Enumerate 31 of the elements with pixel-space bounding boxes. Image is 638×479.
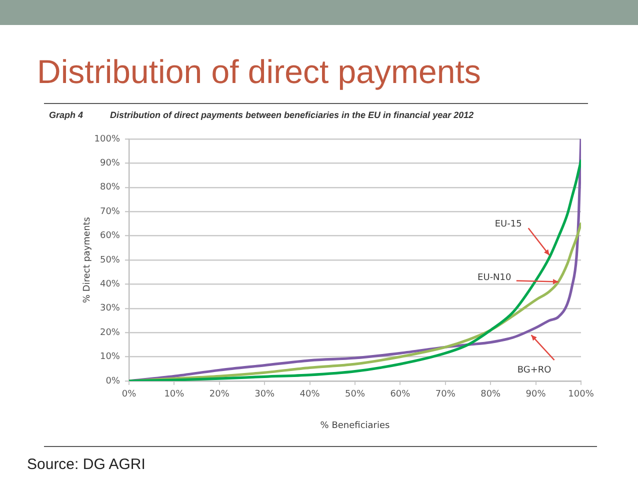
- x-tick-label: 70%: [435, 390, 456, 400]
- caption: Graph 4: [49, 110, 84, 121]
- x-axis-title: % Beneficiaries: [320, 420, 390, 431]
- y-tick-label: 70%: [100, 206, 120, 217]
- y-tick-label: 30%: [100, 304, 120, 314]
- source-note: Source: DG AGRI: [27, 456, 146, 474]
- x-tick-label: 20%: [209, 390, 230, 400]
- x-tick-label: 10%: [164, 390, 185, 400]
- y-tick-label: 10%: [100, 352, 120, 362]
- y-axis-title: % Direct payments: [82, 216, 93, 304]
- y-tick-label: 50%: [100, 255, 120, 266]
- x-tick-label: 30%: [254, 390, 276, 400]
- chart-title: Distribution of direct payments: [37, 53, 481, 91]
- x-tick-label: 40%: [300, 390, 320, 400]
- x-tick-label: 0%: [122, 390, 137, 400]
- chart-subtitle: Distribution of direct payments between beneficiaries in the EU in financial year 2012: [110, 110, 474, 121]
- x-tick-label: 80%: [480, 390, 502, 400]
- annotation: EU-N10: [478, 273, 512, 284]
- x-tick-label: 60%: [390, 390, 411, 400]
- y-tick-label: 80%: [100, 182, 120, 193]
- y-tick-label: 20%: [100, 328, 120, 338]
- annotation: BG+RO: [517, 365, 552, 376]
- x-tick-label: 100%: [568, 390, 594, 400]
- y-tick-label: 40%: [100, 280, 120, 290]
- y-tick-label: 90%: [100, 158, 120, 169]
- y-tick-label: 60%: [100, 231, 120, 242]
- y-tick-label: 100%: [94, 134, 120, 144]
- y-tick-label: 0%: [106, 376, 120, 386]
- annotation: EU-15: [494, 220, 522, 230]
- x-tick-label: 50%: [344, 390, 366, 400]
- x-tick-label: 90%: [526, 390, 546, 400]
